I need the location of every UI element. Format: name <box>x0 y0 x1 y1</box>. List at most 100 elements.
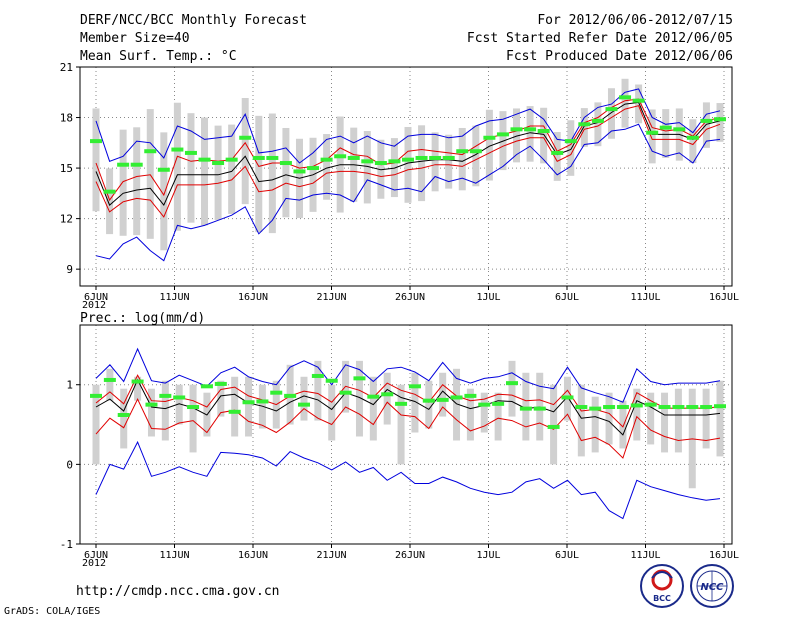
precip-climatology-mark <box>561 395 574 400</box>
precip-panel: -1 0 1 6JUN 11JUN 16JUN 21JUN 26JUN 1JUL 6JUL 11J… <box>60 324 739 569</box>
precip-climatology-mark <box>603 405 616 410</box>
temperature-range-bar <box>106 168 114 235</box>
precip-range-bar <box>383 372 391 425</box>
temperature-range-bar <box>201 117 209 226</box>
temperature-year-label: 2012 <box>82 300 106 311</box>
precip-climatology-mark <box>714 404 726 409</box>
temperature-y-tick-label: 18 <box>60 112 73 125</box>
temperature-range-bar <box>228 124 236 214</box>
precip-climatology-mark <box>159 393 172 398</box>
precip-range-bar <box>466 388 474 441</box>
precip-climatology-mark <box>270 390 283 395</box>
temperature-climatology-mark <box>564 139 577 144</box>
source-url[interactable]: http://cmdp.ncc.cma.gov.cn <box>76 584 280 599</box>
precip-climatology <box>90 373 726 429</box>
temperature-climatology-mark <box>252 155 265 160</box>
temperature-y-tick-label: 15 <box>60 162 73 175</box>
temperature-range-bar <box>119 129 127 236</box>
precip-climatology-mark <box>700 405 713 410</box>
produced-date: Fcst Produced Date 2012/06/06 <box>506 49 733 64</box>
precip-climatology-mark <box>353 376 366 381</box>
precip-range-bar <box>147 388 155 437</box>
temperature-climatology-mark <box>510 127 523 132</box>
precip-climatology-mark <box>228 409 241 414</box>
precip-climatology-mark <box>533 406 546 411</box>
temperature-climatology-mark <box>334 154 347 159</box>
precip-range-bar <box>591 396 599 453</box>
temperature-range-bar <box>635 84 643 124</box>
temperature-range-bar <box>173 102 181 231</box>
temperature-plot-frame <box>79 66 733 287</box>
temperature-line-spread-lower <box>95 105 721 218</box>
temperature-climatology-mark <box>714 117 726 122</box>
temperature-climatology-mark <box>415 155 428 160</box>
temperature-climatology-mark <box>90 139 102 144</box>
precip-climatology-mark <box>658 405 671 410</box>
precip-y-tick-label: 0 <box>66 458 73 471</box>
precip-range-bar <box>674 388 682 453</box>
temperature-x-tick-label: 16JUL <box>709 292 739 303</box>
temperature-y-axis: 9 12 15 18 21 <box>60 61 80 276</box>
precip-climatology-mark <box>325 378 338 383</box>
temperature-range-bar <box>702 102 710 148</box>
member-size: Member Size=40 <box>80 31 190 46</box>
temperature-climatology-mark <box>307 166 320 171</box>
precip-grid <box>80 325 732 544</box>
precip-x-tick-label: 6JUL <box>555 550 579 561</box>
temperature-y-tick-label: 12 <box>60 213 73 226</box>
temperature-climatology-mark <box>347 155 360 160</box>
precip-climatology-mark <box>589 406 602 411</box>
temperature-climatology-mark <box>402 157 414 162</box>
temperature-range-bar <box>418 125 426 202</box>
temperature-range-bar <box>268 113 276 234</box>
temperature-climatology-mark <box>212 161 225 166</box>
precip-y-tick-label: 1 <box>66 379 73 392</box>
temperature-climatology-mark <box>496 132 509 137</box>
precip-climatology-mark <box>422 398 435 403</box>
precip-line-ensemble-mean <box>95 378 721 436</box>
precip-range-bar <box>411 372 419 433</box>
precip-climatology-mark <box>311 373 324 378</box>
precip-range-bar <box>647 392 655 445</box>
temperature-range-bar <box>377 139 385 199</box>
temperature-range-bar <box>445 134 453 189</box>
precip-climatology-mark <box>298 402 310 407</box>
precip-climatology-mark <box>173 395 186 400</box>
precip-range-bar <box>120 388 128 449</box>
temperature-climatology-mark <box>103 189 116 194</box>
precip-climatology-mark <box>506 381 518 386</box>
temperature-range-bar <box>540 107 548 164</box>
temperature-range-bar <box>621 78 629 128</box>
temperature-x-tick-label: 11JUL <box>630 292 660 303</box>
refer-date: Fcst Started Refer Date 2012/06/05 <box>467 31 733 46</box>
temperature-x-tick-label: 21JUN <box>316 292 346 303</box>
precip-range-bar <box>702 388 710 449</box>
forecast-period: For 2012/06/06-2012/07/15 <box>537 13 733 28</box>
precip-range-bar <box>106 368 114 401</box>
precip-range-bar <box>217 380 225 417</box>
temperature-range-bar <box>404 126 412 203</box>
temperature-range-bar <box>567 120 575 176</box>
precip-x-tick-label: 16JUN <box>238 550 268 561</box>
precip-x-axis: 6JUN 11JUN 16JUN 21JUN 26JUN 1JUL 6JUL 11JUL 16J… <box>84 544 739 561</box>
temperature-climatology-mark <box>619 95 632 100</box>
precip-range-bar <box>619 400 627 449</box>
precip-climatology-mark <box>145 402 158 407</box>
figure-title: DERF/NCC/BCC Monthly Forecast <box>80 13 307 28</box>
bcc-logo: BCC <box>640 564 684 608</box>
temperature-climatology-mark <box>483 135 496 140</box>
precip-x-tick-label: 1JUL <box>476 550 500 561</box>
precip-range-bar <box>661 392 669 453</box>
precip-climatology-mark <box>339 390 352 395</box>
precip-panel-title: Prec.: log(mm/d) <box>80 311 205 326</box>
temperature-range-bar <box>133 127 141 236</box>
precip-climatology-mark <box>256 399 269 404</box>
temperature-climatology-mark <box>429 155 442 160</box>
precip-x-tick-label: 26JUN <box>395 550 425 561</box>
temperature-climatology-mark <box>646 130 659 135</box>
precip-climatology-mark <box>200 384 213 389</box>
precip-climatology-mark <box>464 393 477 398</box>
temperature-y-tick-label: 9 <box>66 263 73 276</box>
